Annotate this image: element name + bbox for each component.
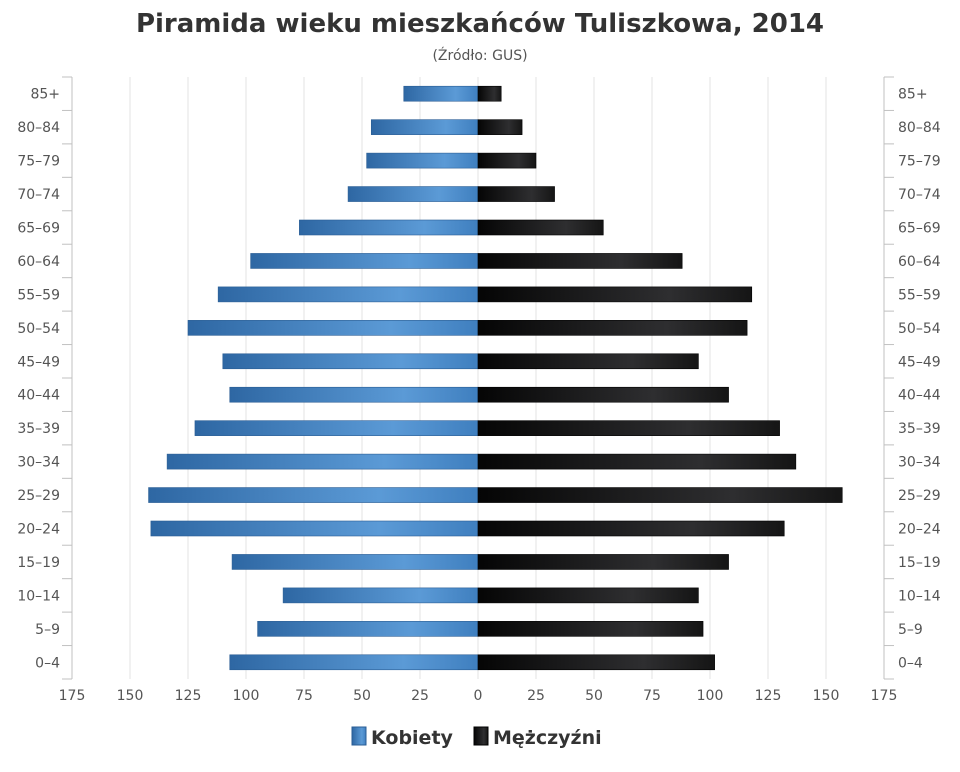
- y-category-label-right: 5–9: [898, 622, 923, 638]
- bar-kobiety: [222, 353, 479, 370]
- y-category-label-left: 20–24: [17, 522, 60, 538]
- bar-kobiety: [282, 587, 479, 604]
- bar-mezczyzni: [477, 621, 704, 637]
- legend: Kobiety Mężczyźni: [351, 726, 602, 749]
- y-category-label-right: 30–34: [898, 455, 941, 471]
- bar-mezczyzni: [477, 587, 699, 604]
- bar-kobiety: [250, 253, 479, 269]
- bar-mezczyzni: [477, 320, 748, 336]
- y-category-label-left: 5–9: [35, 622, 60, 638]
- bar-kobiety: [231, 554, 479, 570]
- x-tick-label: 150: [813, 688, 840, 704]
- y-category-label-right: 15–19: [898, 555, 941, 571]
- bar-mezczyzni: [477, 85, 502, 102]
- bar-kobiety: [217, 286, 479, 303]
- y-category-label-left: 35–39: [17, 421, 60, 437]
- y-category-label-right: 80–84: [898, 120, 941, 136]
- y-category-label-left: 50–54: [17, 321, 60, 337]
- bar-kobiety: [299, 219, 479, 236]
- y-category-label-left: 75–79: [17, 154, 60, 170]
- x-tick-label: 100: [697, 688, 724, 704]
- bar-mezczyzni: [477, 386, 729, 403]
- legend-swatch-mezczyzni: [473, 726, 489, 746]
- legend-label-mezczyzni: Mężczyźni: [493, 727, 602, 749]
- bar-mezczyzni: [477, 520, 785, 537]
- x-tick-label: 25: [411, 688, 429, 704]
- bar-mezczyzni: [477, 286, 753, 303]
- y-category-label-left: 45–49: [17, 354, 60, 370]
- y-category-label-left: 0–4: [35, 655, 60, 671]
- y-category-label-left: 30–34: [17, 455, 60, 471]
- y-category-label-right: 85+: [898, 87, 928, 103]
- y-category-label-right: 65–69: [898, 221, 941, 237]
- bar-kobiety: [166, 453, 479, 470]
- legend-item-mezczyzni[interactable]: Mężczyźni: [473, 726, 602, 749]
- bar-kobiety: [347, 186, 479, 202]
- y-category-label-right: 45–49: [898, 354, 941, 370]
- x-tick-label: 75: [295, 688, 313, 704]
- bar-kobiety: [187, 320, 479, 336]
- bar-kobiety: [366, 152, 479, 169]
- legend-swatch-kobiety: [351, 726, 367, 746]
- legend-item-kobiety[interactable]: Kobiety: [351, 726, 454, 749]
- x-tick-label: 0: [474, 688, 483, 704]
- bar-mezczyzni: [477, 420, 780, 436]
- bar-mezczyzni: [477, 487, 843, 503]
- y-category-label-left: 85+: [30, 87, 60, 103]
- bar-mezczyzni: [477, 186, 555, 202]
- y-category-label-left: 80–84: [17, 120, 60, 136]
- bar-mezczyzni: [477, 554, 729, 570]
- bar-kobiety: [229, 654, 479, 671]
- x-tick-label: 100: [233, 688, 260, 704]
- x-tick-label: 125: [175, 688, 202, 704]
- x-tick-label: 125: [755, 688, 782, 704]
- bar-mezczyzni: [477, 119, 523, 135]
- bar-kobiety: [229, 386, 479, 403]
- bar-kobiety: [370, 119, 479, 135]
- bar-mezczyzni: [477, 654, 715, 671]
- y-category-label-right: 75–79: [898, 154, 941, 170]
- legend-label-kobiety: Kobiety: [371, 727, 454, 749]
- bar-mezczyzni: [477, 453, 797, 470]
- bar-mezczyzni: [477, 219, 604, 236]
- bar-mezczyzni: [477, 353, 699, 370]
- y-category-label-right: 40–44: [898, 388, 941, 404]
- y-category-label-left: 15–19: [17, 555, 60, 571]
- y-category-label-left: 60–64: [17, 254, 60, 270]
- y-category-label-right: 50–54: [898, 321, 941, 337]
- x-tick-label: 175: [871, 688, 898, 704]
- y-category-label-right: 70–74: [898, 187, 941, 203]
- chart-subtitle: (Źródło: GUS): [432, 46, 527, 64]
- x-tick-label: 25: [527, 688, 545, 704]
- x-tick-label: 150: [117, 688, 144, 704]
- y-category-label-left: 25–29: [17, 488, 60, 504]
- y-category-label-right: 35–39: [898, 421, 941, 437]
- y-category-label-left: 55–59: [17, 287, 60, 303]
- x-tick-label: 50: [585, 688, 603, 704]
- y-category-label-right: 25–29: [898, 488, 941, 504]
- y-category-label-right: 0–4: [898, 655, 923, 671]
- y-category-label-left: 40–44: [17, 388, 60, 404]
- y-category-label-right: 55–59: [898, 287, 941, 303]
- y-category-label-right: 60–64: [898, 254, 941, 270]
- x-tick-label: 50: [353, 688, 371, 704]
- y-category-label-left: 70–74: [17, 187, 60, 203]
- bar-mezczyzni: [477, 253, 683, 269]
- y-category-label-left: 10–14: [17, 588, 60, 604]
- chart-title: Piramida wieku mieszkańców Tuliszkowa, 2…: [136, 9, 824, 39]
- y-category-label-right: 20–24: [898, 522, 941, 538]
- x-tick-label: 175: [59, 688, 86, 704]
- bar-mezczyzni: [477, 152, 537, 169]
- bar-kobiety: [194, 420, 479, 436]
- x-tick-label: 75: [643, 688, 661, 704]
- bar-kobiety: [148, 487, 479, 503]
- bar-kobiety: [257, 621, 479, 637]
- y-category-label-left: 65–69: [17, 221, 60, 237]
- y-category-label-right: 10–14: [898, 588, 941, 604]
- bar-kobiety: [150, 520, 479, 537]
- bar-kobiety: [403, 85, 479, 102]
